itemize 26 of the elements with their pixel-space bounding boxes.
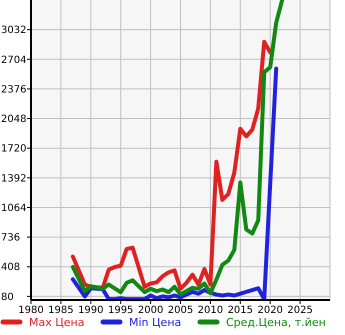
x-tick-label: 2005: [168, 305, 194, 316]
x-tick-label: 1985: [48, 305, 74, 316]
line-series: [70, 40, 272, 291]
x-tick-label: 2010: [198, 305, 224, 316]
x-tick-label: 1980: [18, 305, 44, 316]
x-tick-label: 1990: [78, 305, 104, 316]
y-tick-label: 2704: [1, 54, 26, 66]
y-tick-label: 2048: [1, 114, 26, 126]
y-tick-label: 1392: [1, 173, 26, 184]
y-tick-label: 80: [1, 292, 14, 303]
y-tick-label: 1720: [1, 144, 26, 155]
x-tick-label: 1995: [108, 305, 134, 316]
x-tick-label: 2025: [287, 305, 313, 316]
legend-label: Сред.Цена, т.йен: [226, 316, 326, 329]
legend-label: Max Цена: [29, 316, 84, 329]
y-tick-label: 2376: [1, 84, 26, 96]
y-tick-label: 1064: [1, 202, 26, 214]
y-tick-label: 3032: [1, 25, 26, 36]
x-tick-label: 2015: [228, 305, 254, 316]
line-series: [70, 66, 278, 302]
y-tick-label: 408: [1, 262, 20, 274]
x-tick-label: 2020: [257, 305, 283, 316]
x-tick-label: 2000: [138, 305, 164, 316]
legend-label: Min Цена: [129, 316, 182, 329]
y-tick-label: 736: [1, 232, 20, 244]
line-series: [70, 0, 284, 296]
